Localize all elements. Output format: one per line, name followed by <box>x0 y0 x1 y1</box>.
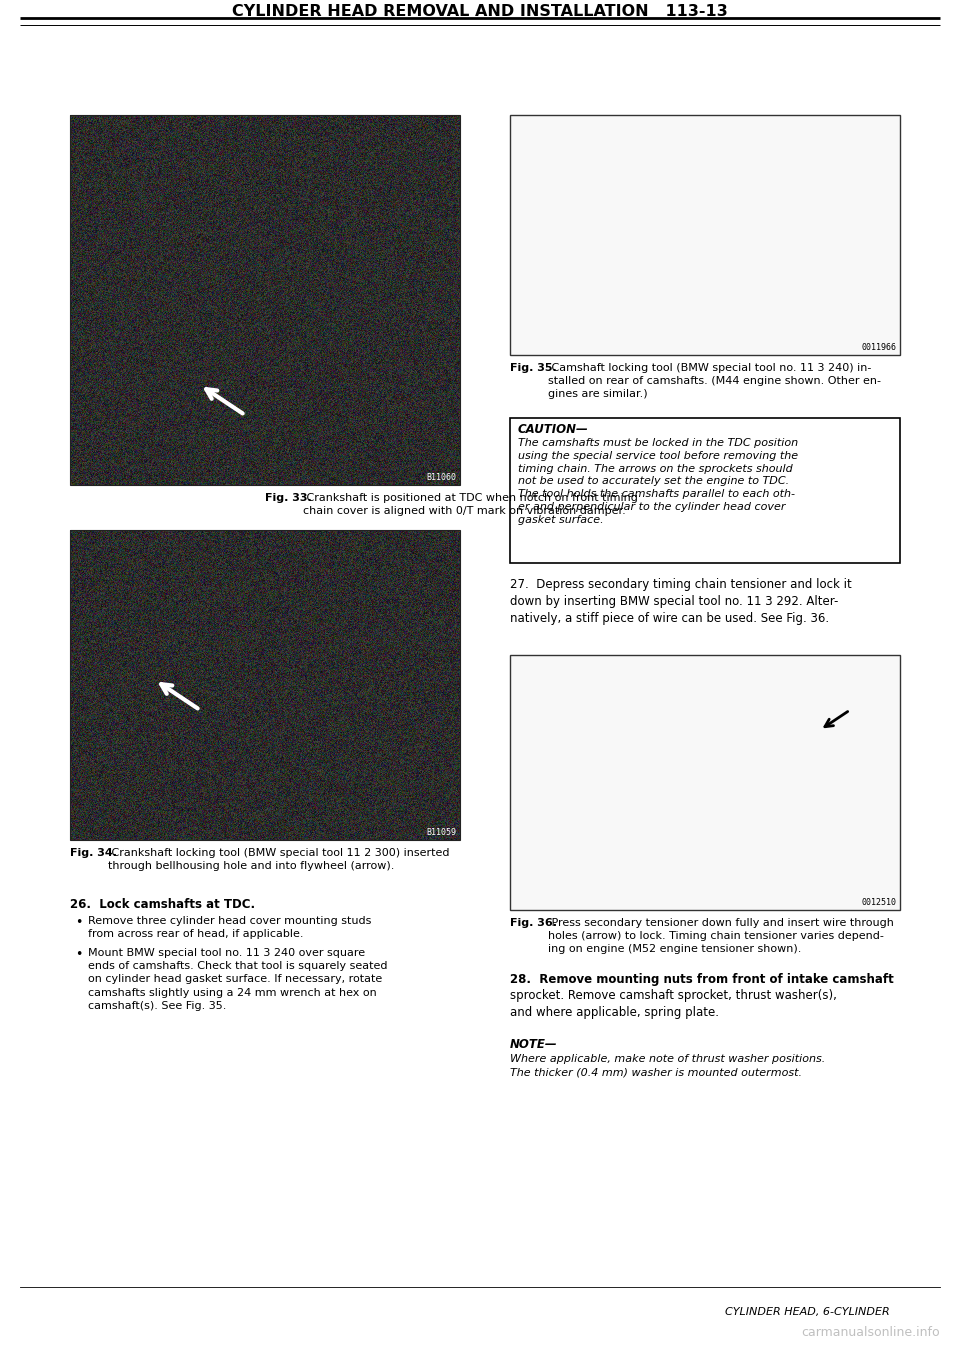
Bar <box>70 531 460 840</box>
Text: CYLINDER HEAD, 6-CYLINDER: CYLINDER HEAD, 6-CYLINDER <box>725 1307 890 1318</box>
Text: Camshaft locking tool (BMW special tool no. 11 3 240) in-
stalled on rear of cam: Camshaft locking tool (BMW special tool … <box>548 364 881 399</box>
Text: Mount BMW special tool no. 11 3 240 over square
ends of camshafts. Check that to: Mount BMW special tool no. 11 3 240 over… <box>88 949 388 1011</box>
Text: 26.  Lock camshafts at TDC.: 26. Lock camshafts at TDC. <box>70 898 255 911</box>
Text: Where applicable, make note of thrust washer positions.
The thicker (0.4 mm) was: Where applicable, make note of thrust wa… <box>510 1054 826 1077</box>
Text: NOTE—: NOTE— <box>510 1038 558 1052</box>
Text: 28.  Remove mounting nuts from front of intake camshaft: 28. Remove mounting nuts from front of i… <box>510 973 894 987</box>
Text: B11059: B11059 <box>426 828 456 837</box>
Bar <box>510 418 900 563</box>
Text: Crankshaft locking tool (BMW special tool 11 2 300) inserted
through bellhousing: Crankshaft locking tool (BMW special too… <box>108 848 449 871</box>
Text: 0012510: 0012510 <box>861 898 896 906</box>
Text: Remove three cylinder head cover mounting studs
from across rear of head, if app: Remove three cylinder head cover mountin… <box>88 916 372 939</box>
Bar <box>510 115 900 356</box>
Text: sprocket. Remove camshaft sprocket, thrust washer(s),
and where applicable, spri: sprocket. Remove camshaft sprocket, thru… <box>510 989 837 1019</box>
Text: Fig. 33.: Fig. 33. <box>265 493 312 503</box>
Bar <box>510 655 900 911</box>
Text: carmanualsonline.info: carmanualsonline.info <box>802 1326 940 1339</box>
Text: Fig. 36.: Fig. 36. <box>510 917 557 928</box>
Bar <box>70 115 460 484</box>
Text: 0011966: 0011966 <box>861 343 896 351</box>
Text: Press secondary tensioner down fully and insert wire through
holes (arrow) to lo: Press secondary tensioner down fully and… <box>548 917 894 954</box>
Text: Crankshaft is positioned at TDC when notch on front timing
chain cover is aligne: Crankshaft is positioned at TDC when not… <box>303 493 637 516</box>
Text: Fig. 35.: Fig. 35. <box>510 364 557 373</box>
Text: B11060: B11060 <box>426 474 456 482</box>
Text: •: • <box>75 949 83 961</box>
Text: 27.  Depress secondary timing chain tensioner and lock it
down by inserting BMW : 27. Depress secondary timing chain tensi… <box>510 578 852 626</box>
Text: •: • <box>75 916 83 930</box>
Text: CAUTION—: CAUTION— <box>518 423 588 436</box>
Text: CYLINDER HEAD REMOVAL AND INSTALLATION   113-13: CYLINDER HEAD REMOVAL AND INSTALLATION 1… <box>232 4 728 19</box>
Text: Fig. 34.: Fig. 34. <box>70 848 117 858</box>
Text: The camshafts must be locked in the TDC position
using the special service tool : The camshafts must be locked in the TDC … <box>518 438 798 525</box>
